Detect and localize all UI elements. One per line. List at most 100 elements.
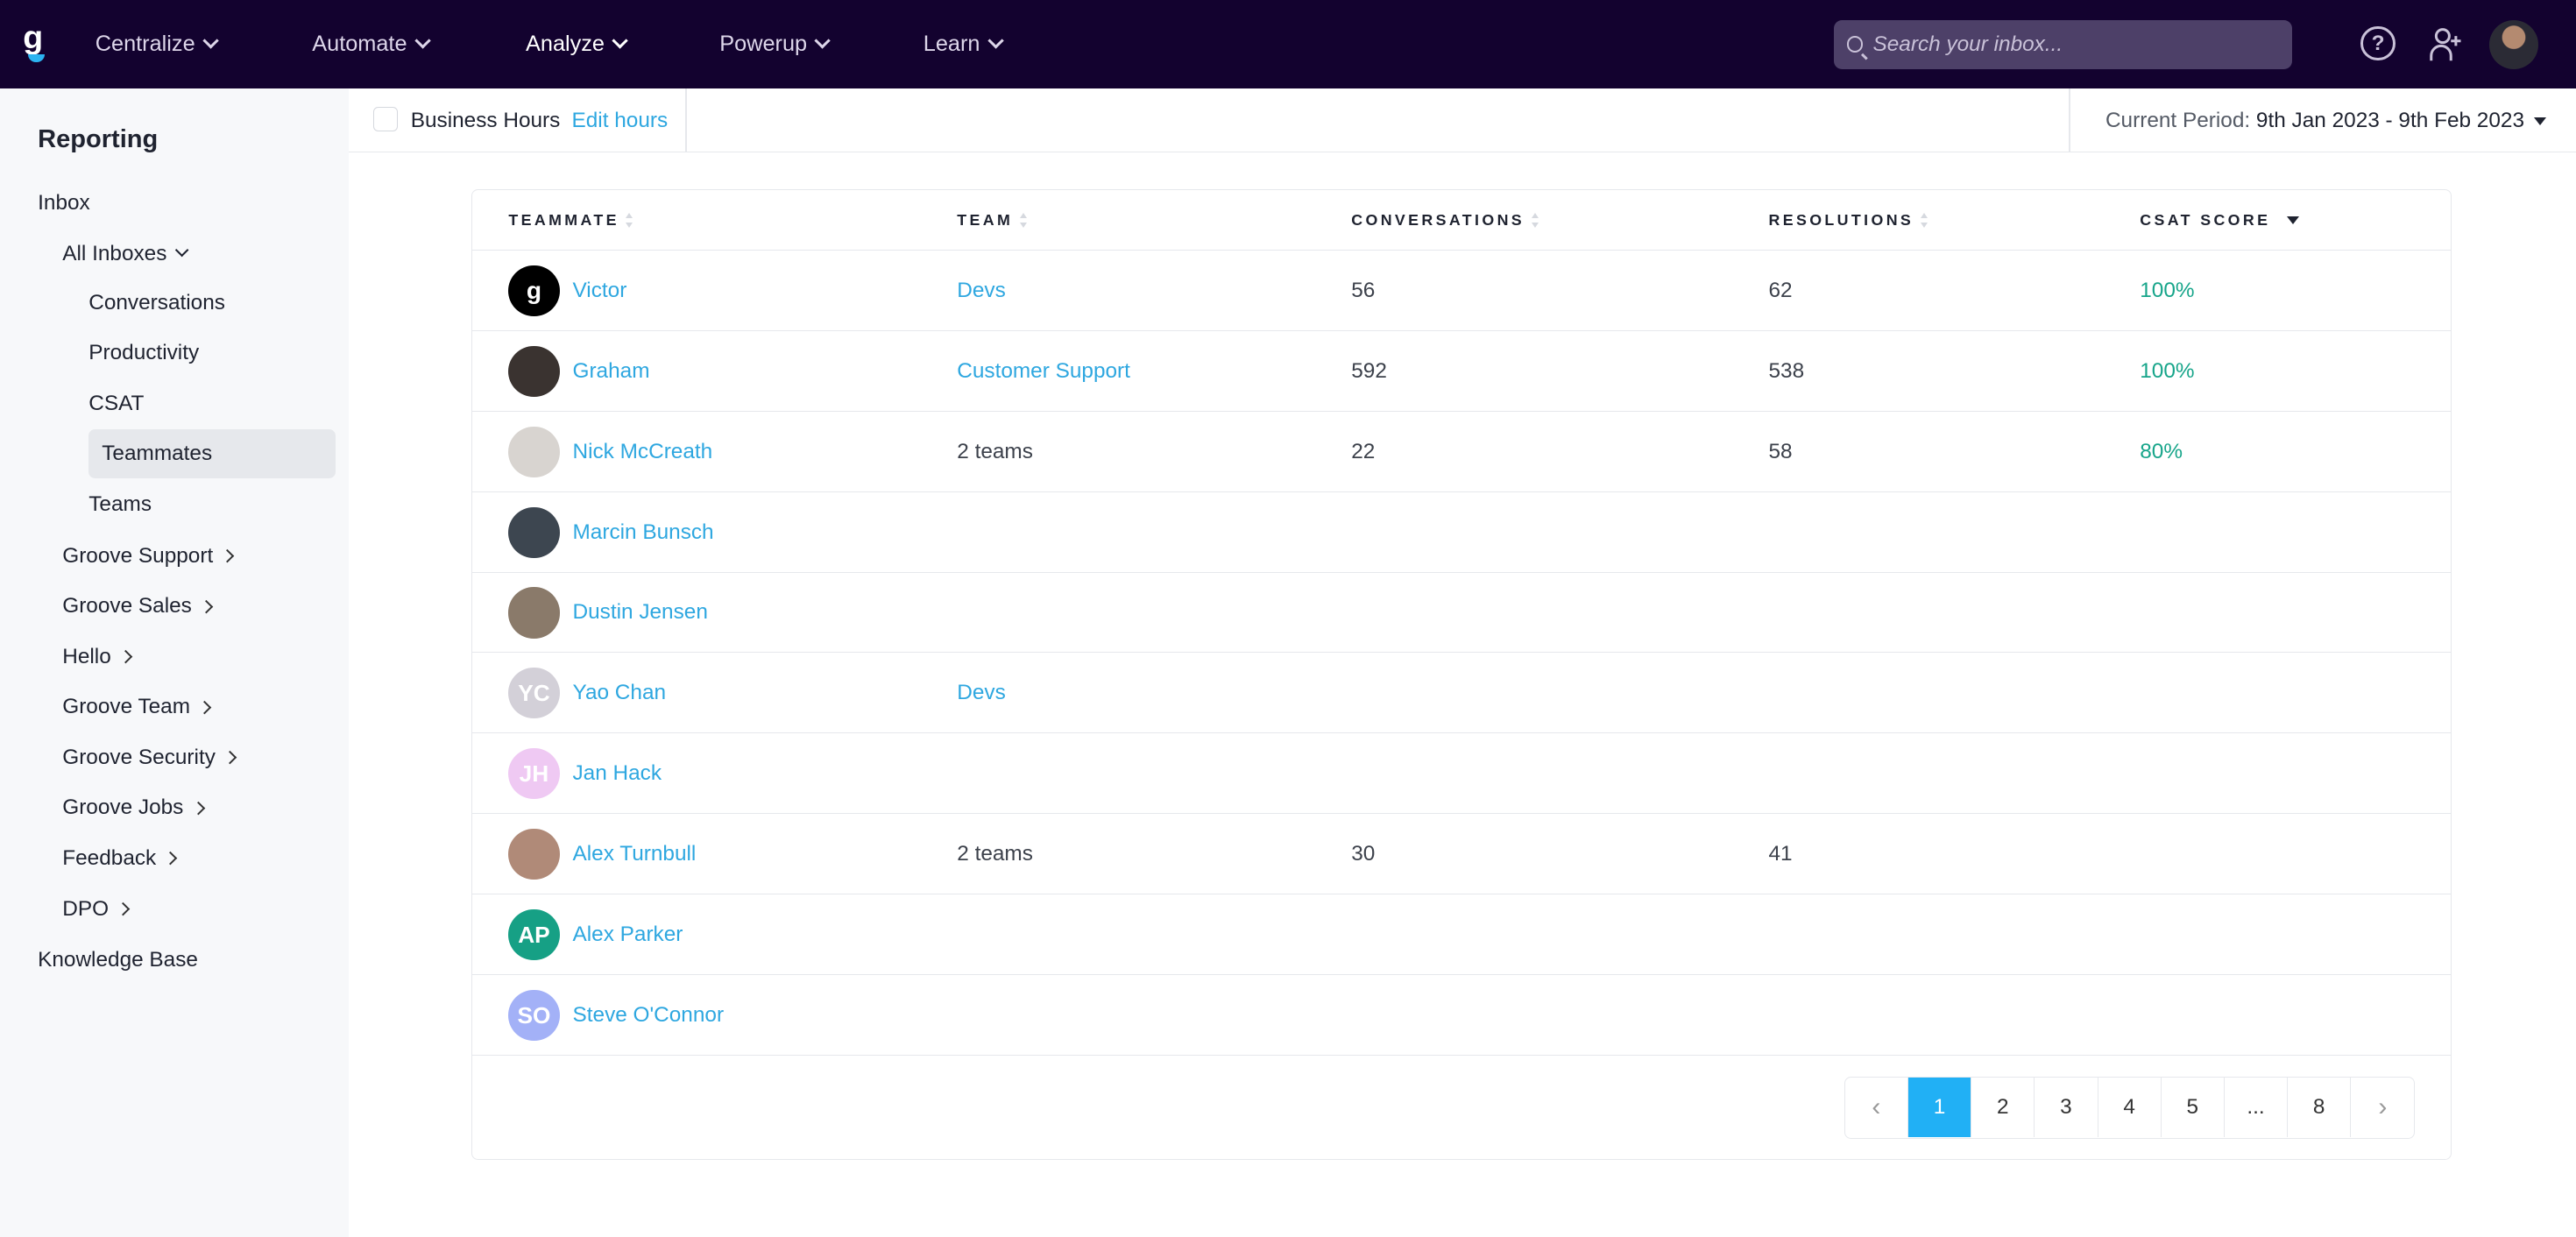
team-cell[interactable]: Devs	[957, 681, 1006, 705]
avatar	[508, 506, 560, 558]
sidebar-item-label: Productivity	[88, 341, 200, 365]
teammate-name-link[interactable]: Yao Chan	[572, 681, 667, 705]
avatar	[508, 587, 560, 639]
chevron-down-icon	[987, 32, 1004, 49]
sidebar-item-groove-team[interactable]: Groove Team	[62, 695, 212, 719]
chevron-down-icon	[612, 32, 629, 49]
teammate-name-link[interactable]: Dustin Jensen	[572, 600, 708, 625]
sidebar-item-feedback[interactable]: Feedback	[62, 846, 179, 871]
team-cell: 2 teams	[957, 439, 1033, 463]
avatar: g	[508, 265, 560, 316]
sidebar-item-label: Teammates	[102, 441, 213, 465]
nav-label: Automate	[312, 31, 407, 56]
nav-automate[interactable]: Automate	[312, 31, 431, 57]
resolutions-cell: 538	[1768, 358, 1805, 383]
chevron-right-icon	[223, 750, 237, 765]
page-button-2[interactable]: 2	[1971, 1078, 2035, 1137]
caret-down-icon	[2534, 117, 2547, 125]
sidebar-item-label: DPO	[62, 896, 110, 921]
table-row: Dustin Jensen	[472, 573, 2451, 654]
teammate-name-link[interactable]: Steve O'Connor	[572, 1002, 725, 1027]
edit-hours-link[interactable]: Edit hours	[571, 108, 669, 132]
sidebar-item-dpo[interactable]: DPO	[62, 896, 131, 922]
page-button-3[interactable]: 3	[2035, 1078, 2098, 1137]
nav-centralize[interactable]: Centralize	[95, 31, 219, 57]
sidebar-item-teams[interactable]: Teams	[88, 492, 152, 517]
sort-icon	[1920, 213, 1928, 228]
teammate-name-link[interactable]: Victor	[572, 278, 627, 302]
next-page-button[interactable]: ›	[2378, 1092, 2388, 1122]
column-header-teammate[interactable]: TEAMMATE	[508, 211, 633, 230]
team-cell[interactable]: Customer Support	[957, 358, 1130, 383]
user-avatar[interactable]	[2488, 19, 2538, 69]
table-row: g Victor Devs 56 62 100%	[472, 251, 2451, 331]
sidebar-title: Reporting	[38, 124, 159, 153]
header-label: TEAM	[957, 211, 1014, 229]
nav-powerup[interactable]: Powerup	[719, 32, 832, 57]
sort-icon	[626, 213, 633, 228]
header-label: CSAT SCORE	[2140, 211, 2271, 229]
table-row: SO Steve O'Connor	[472, 975, 2451, 1056]
sidebar-item-label: Groove Sales	[62, 594, 192, 618]
nav-analyze[interactable]: Analyze	[526, 31, 629, 57]
pagination: ‹ 1 2 3 4 5... 8 ›	[1844, 1077, 2416, 1140]
table-row: Nick McCreath 2 teams 22 58 80%	[472, 412, 2451, 492]
period-selector[interactable]: Current Period: 9th Jan 2023 - 9th Feb 2…	[2105, 109, 2547, 133]
teammate-name-link[interactable]: Graham	[572, 358, 650, 383]
teammate-name-link[interactable]: Jan Hack	[572, 761, 662, 786]
search-input[interactable]	[1872, 32, 2268, 57]
team-cell[interactable]: Devs	[957, 278, 1006, 302]
chevron-right-icon	[116, 901, 131, 916]
teammate-name-link[interactable]: Alex Parker	[572, 922, 683, 946]
nav-label: Centralize	[95, 31, 195, 56]
business-hours-checkbox[interactable]	[372, 106, 398, 131]
sort-desc-icon	[2287, 216, 2300, 224]
page-button-8[interactable]: 8	[2288, 1078, 2352, 1137]
sidebar-item-teammates[interactable]: Teammates	[88, 428, 336, 478]
page-button-4[interactable]: 4	[2098, 1078, 2162, 1137]
teammate-name-link[interactable]: Alex Turnbull	[572, 842, 697, 866]
page-button-1[interactable]: 1	[1907, 1078, 1972, 1137]
column-header-conversations[interactable]: CONVERSATIONS	[1351, 211, 1539, 230]
teammate-name-link[interactable]: Marcin Bunsch	[572, 520, 714, 544]
search-box[interactable]	[1833, 19, 2292, 69]
sidebar-item-label: Teams	[88, 492, 152, 517]
avatar: SO	[508, 989, 560, 1041]
prev-page-button[interactable]: ‹	[1845, 1078, 1908, 1137]
page-button-5[interactable]: 5	[2162, 1078, 2225, 1137]
page-button-ellipsis[interactable]: ...	[2225, 1078, 2289, 1137]
help-icon[interactable]: ?	[2360, 26, 2396, 61]
sidebar-item-groove-support[interactable]: Groove Support	[62, 544, 236, 569]
sidebar-item-groove-security[interactable]: Groove Security	[62, 745, 237, 770]
sidebar-item-conversations[interactable]: Conversations	[88, 291, 225, 315]
sidebar-item-csat[interactable]: CSAT	[88, 392, 144, 416]
teammates-table: TEAMMATE TEAM CONVERSATIONS RESOLUTIONS CSAT…	[471, 188, 2452, 1160]
resolutions-cell: 41	[1768, 842, 1793, 866]
column-header-csat-score[interactable]: CSAT SCORE	[2140, 211, 2300, 230]
team-cell: 2 teams	[957, 842, 1033, 866]
add-user-icon[interactable]	[2428, 25, 2464, 64]
table-row: Graham Customer Support 592 538 100%	[472, 331, 2451, 412]
sidebar-item-productivity[interactable]: Productivity	[88, 341, 199, 365]
avatar	[508, 345, 560, 397]
nav-learn[interactable]: Learn	[924, 32, 1004, 57]
column-header-team[interactable]: TEAM	[957, 211, 1028, 230]
sidebar-item-hello[interactable]: Hello	[62, 645, 133, 669]
sidebar-item-inbox[interactable]: Inbox	[38, 191, 90, 216]
table-row: AP Alex Parker	[472, 894, 2451, 975]
resolutions-cell: 58	[1768, 439, 1793, 463]
chevron-right-icon	[199, 599, 214, 614]
table-row: JH Jan Hack	[472, 733, 2451, 815]
sidebar-item-label: Groove Security	[62, 745, 216, 769]
sidebar-item-knowledge-base[interactable]: Knowledge Base	[38, 948, 198, 972]
csat-cell: 100%	[2140, 358, 2195, 383]
sidebar-item-label: Knowledge Base	[38, 947, 198, 972]
sidebar-item-groove-sales[interactable]: Groove Sales	[62, 594, 214, 618]
groove-logo[interactable]: g	[23, 20, 53, 63]
sidebar-item-all-inboxes[interactable]: All Inboxes	[62, 242, 189, 266]
teammate-name-link[interactable]: Nick McCreath	[572, 439, 713, 463]
column-header-resolutions[interactable]: RESOLUTIONS	[1769, 211, 1929, 230]
sidebar-item-groove-jobs[interactable]: Groove Jobs	[62, 795, 206, 820]
table-row: Marcin Bunsch	[472, 492, 2451, 573]
nav-label: Analyze	[526, 31, 605, 56]
